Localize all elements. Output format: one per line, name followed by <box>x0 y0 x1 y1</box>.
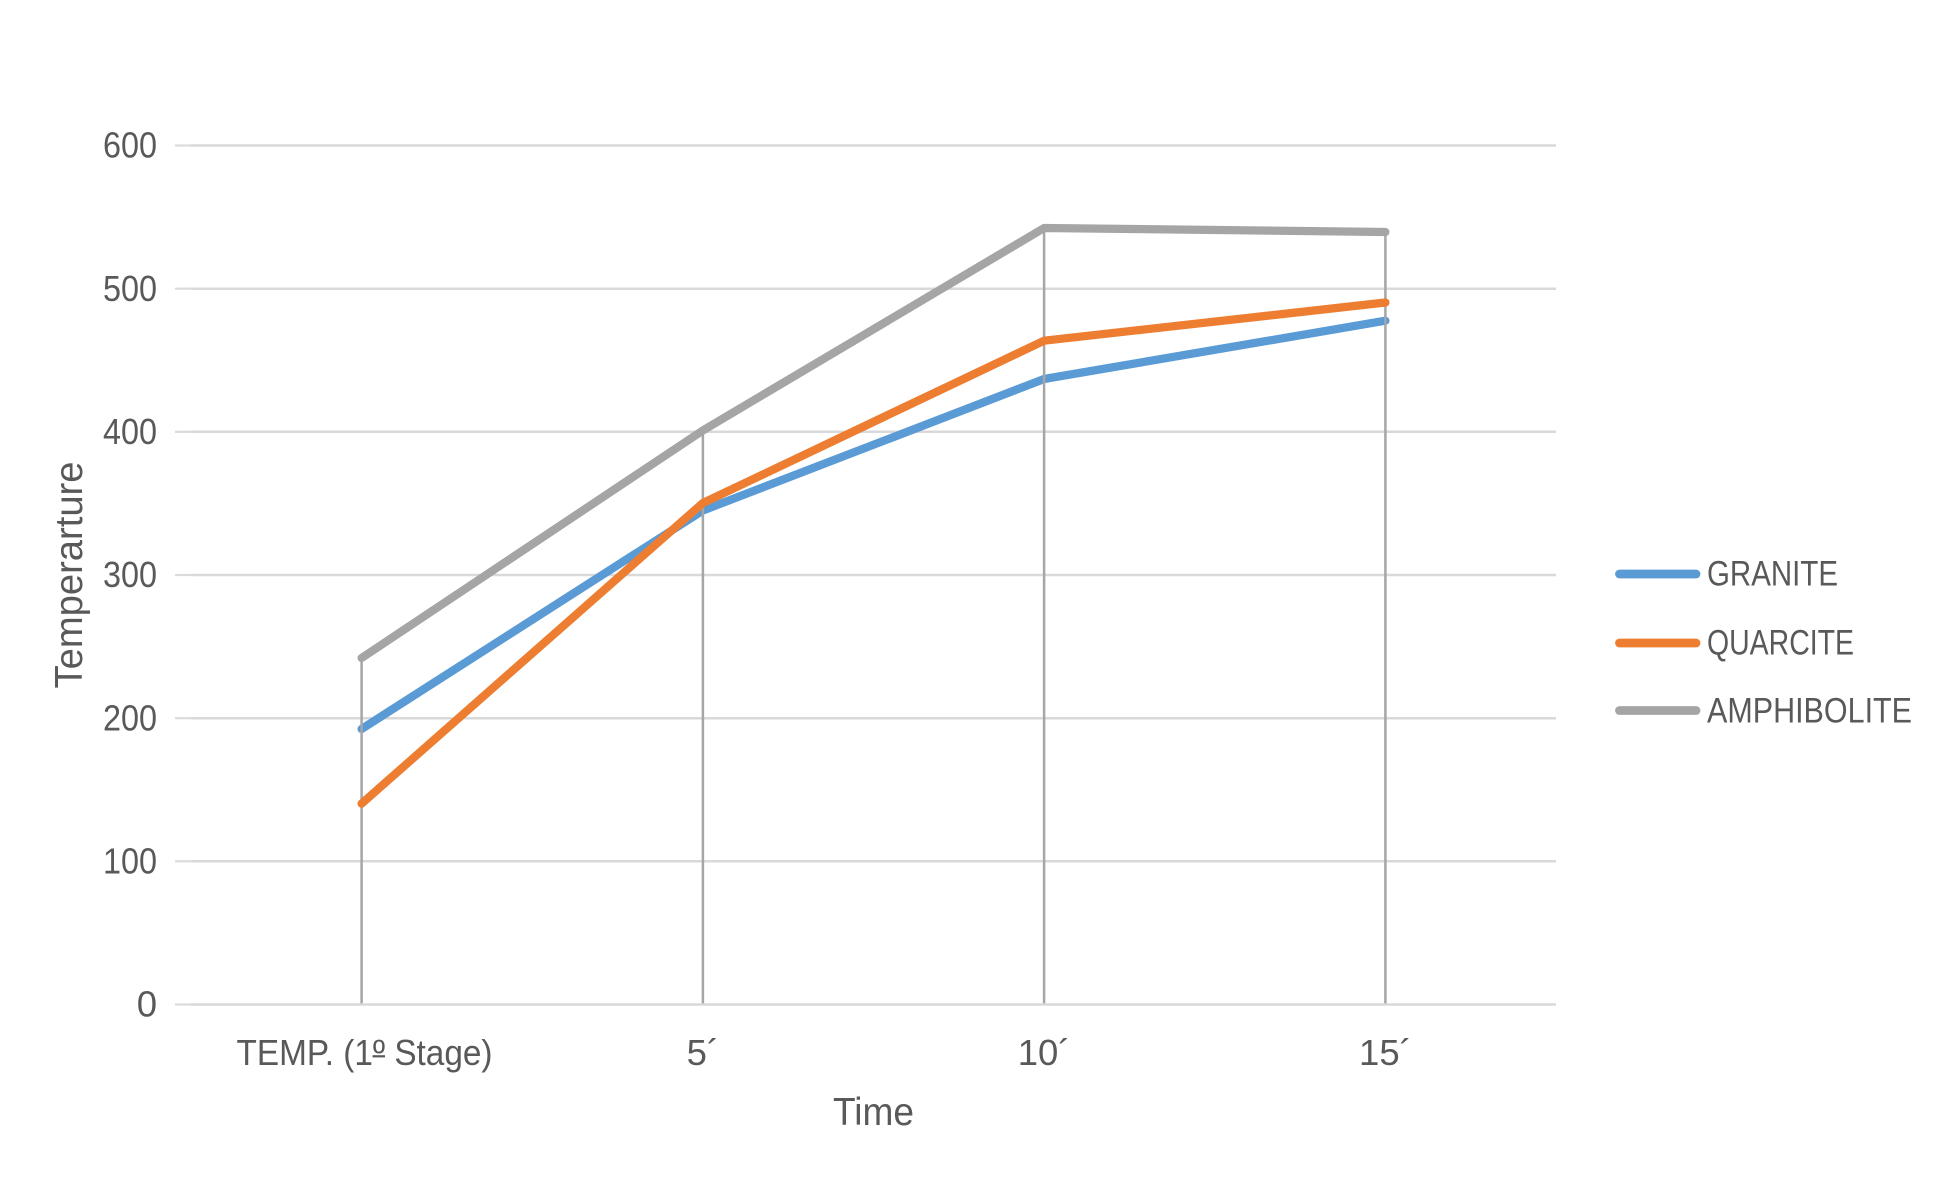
svg-text:5´: 5´ <box>687 1032 719 1073</box>
svg-text:TEMP. (1º Stage): TEMP. (1º Stage) <box>237 1032 493 1073</box>
svg-text:600: 600 <box>103 125 157 166</box>
svg-text:0: 0 <box>137 984 157 1025</box>
svg-text:QUARCITE: QUARCITE <box>1707 623 1854 662</box>
svg-text:15´: 15´ <box>1359 1032 1412 1073</box>
svg-text:300: 300 <box>103 554 157 595</box>
svg-text:Temperarture: Temperarture <box>48 462 91 689</box>
svg-text:10´: 10´ <box>1018 1032 1071 1073</box>
svg-text:400: 400 <box>103 411 157 452</box>
svg-text:Time: Time <box>833 1091 914 1134</box>
svg-text:100: 100 <box>103 841 157 882</box>
svg-text:200: 200 <box>103 697 157 738</box>
svg-text:500: 500 <box>103 268 157 309</box>
svg-text:AMPHIBOLITE: AMPHIBOLITE <box>1707 691 1912 730</box>
svg-text:GRANITE: GRANITE <box>1707 555 1838 594</box>
